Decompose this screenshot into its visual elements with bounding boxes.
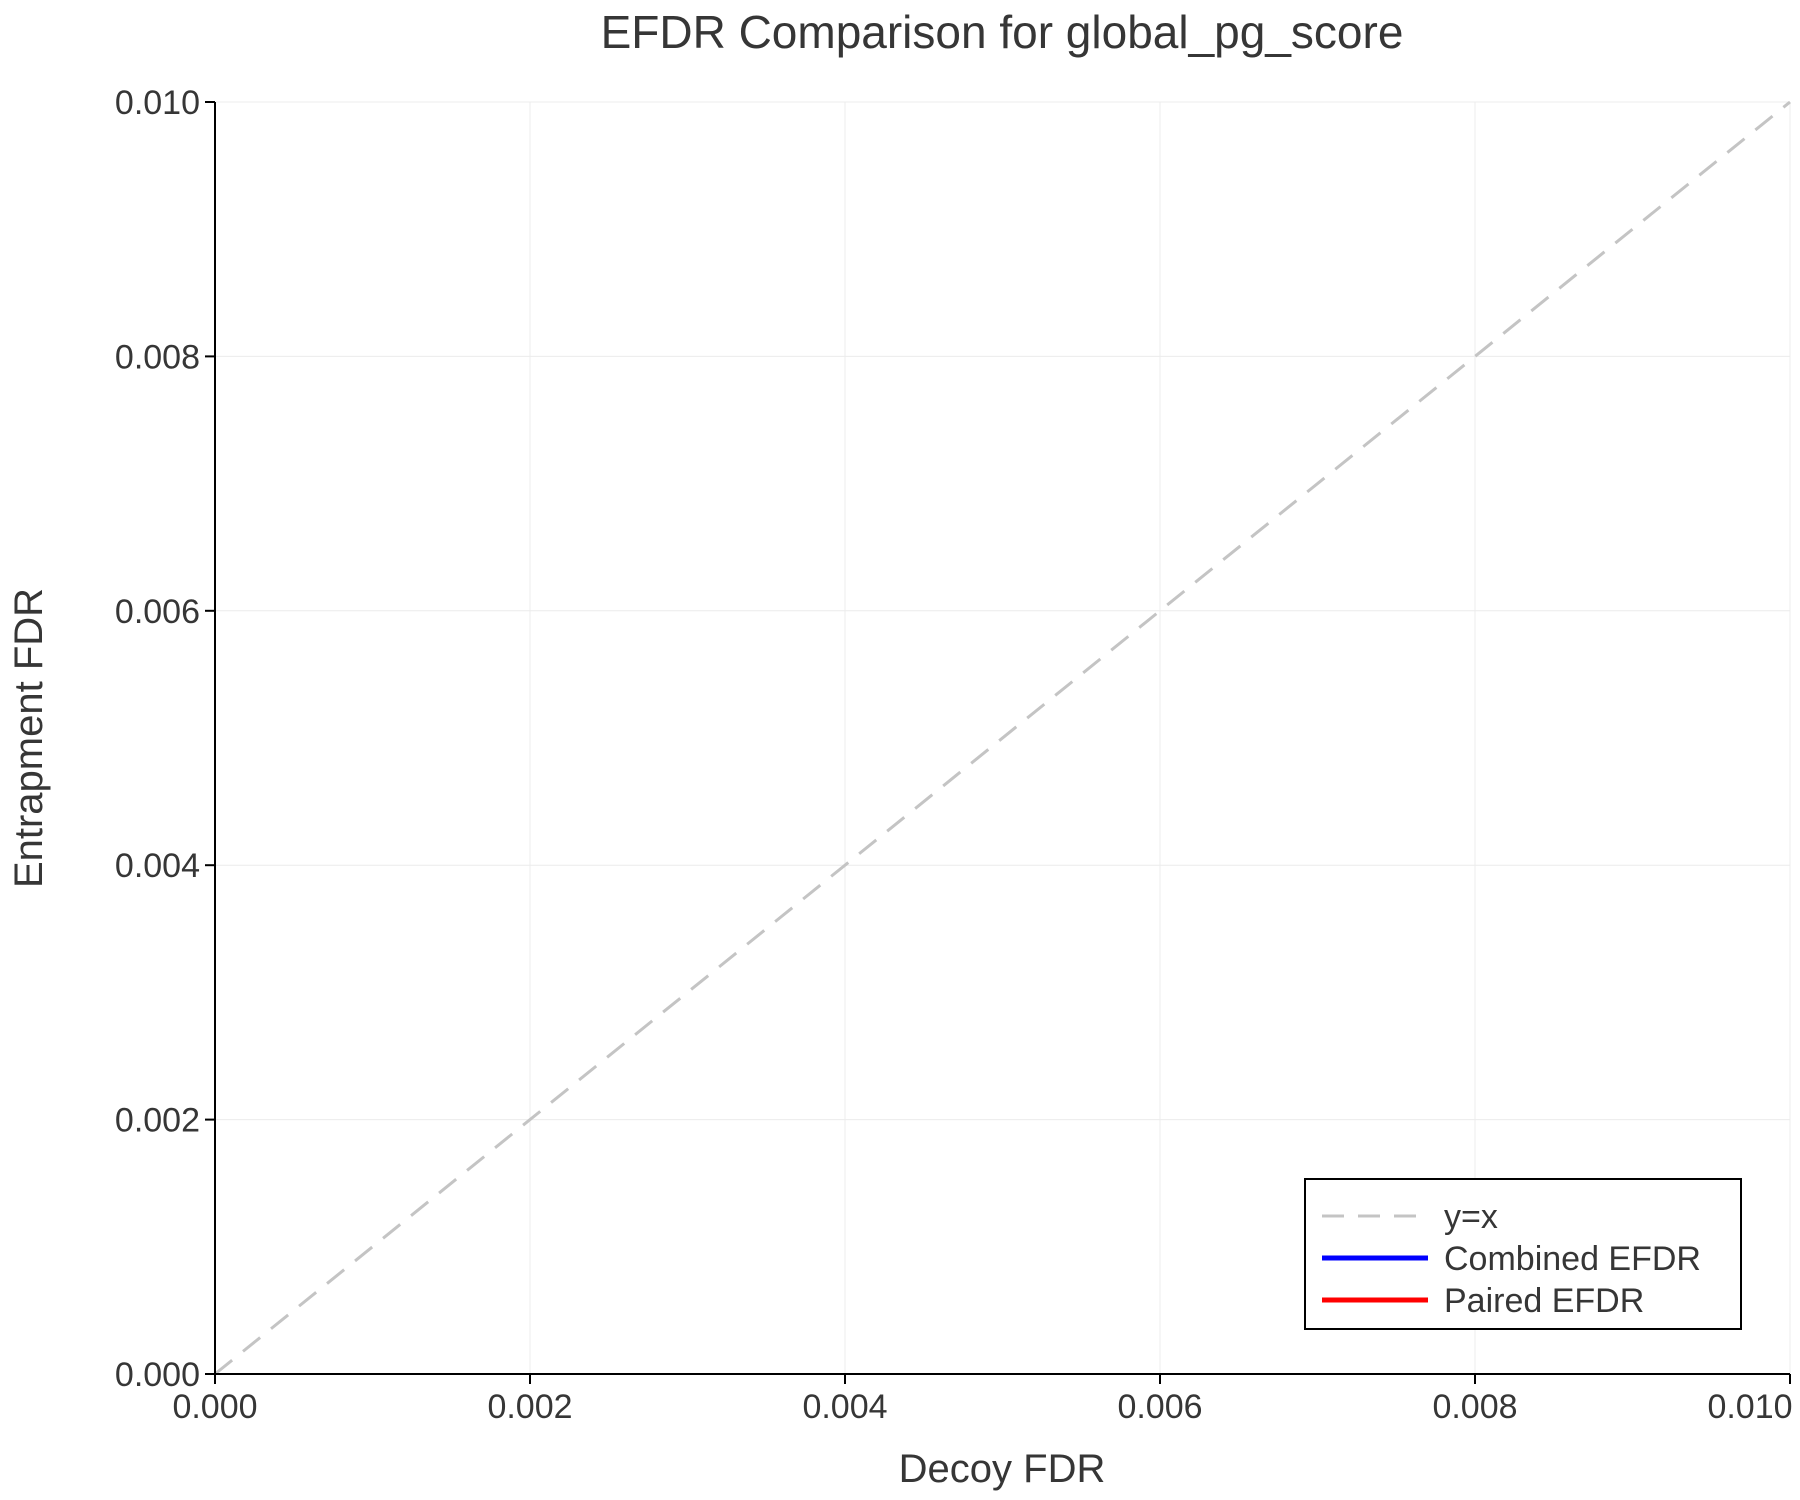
x-tick-label: 0.002: [487, 1388, 572, 1426]
x-tick-label: 0.006: [1117, 1388, 1202, 1426]
x-tick-label: 0.004: [802, 1388, 887, 1426]
legend: y=x Combined EFDR Paired EFDR: [1304, 1178, 1742, 1330]
legend-label-paired-efdr: Paired EFDR: [1444, 1282, 1644, 1320]
x-tick-label: 0.000: [172, 1388, 257, 1426]
legend-label-yx: y=x: [1444, 1198, 1498, 1236]
y-tick-label: 0.000: [115, 1356, 200, 1394]
y-axis-label: Entrapment FDR: [7, 588, 51, 888]
legend-box: [1304, 1178, 1742, 1330]
grid-layer: [215, 101, 1791, 1374]
y-tick-label: 0.004: [115, 847, 200, 885]
series-line-y-x: [214, 100, 1791, 1376]
legend-label-combined-efdr: Combined EFDR: [1444, 1240, 1701, 1278]
axis-layer: [205, 101, 1791, 1384]
y-tick-label: 0.006: [115, 593, 200, 631]
tick-label-layer: 0.000 0.002 0.004 0.006 0.008 0.010 0.000 0.002…: [115, 84, 1793, 1426]
y-tick-label: 0.002: [115, 1102, 200, 1140]
series-layer: [214, 100, 1791, 1376]
chart-title: EFDR Comparison for global_pg_score: [601, 6, 1404, 58]
x-axis-label: Decoy FDR: [899, 1447, 1106, 1491]
x-tick-label: 0.010: [1707, 1388, 1792, 1426]
y-tick-label: 0.010: [115, 84, 200, 122]
y-tick-label: 0.008: [115, 338, 200, 376]
x-tick-label: 0.008: [1432, 1388, 1517, 1426]
